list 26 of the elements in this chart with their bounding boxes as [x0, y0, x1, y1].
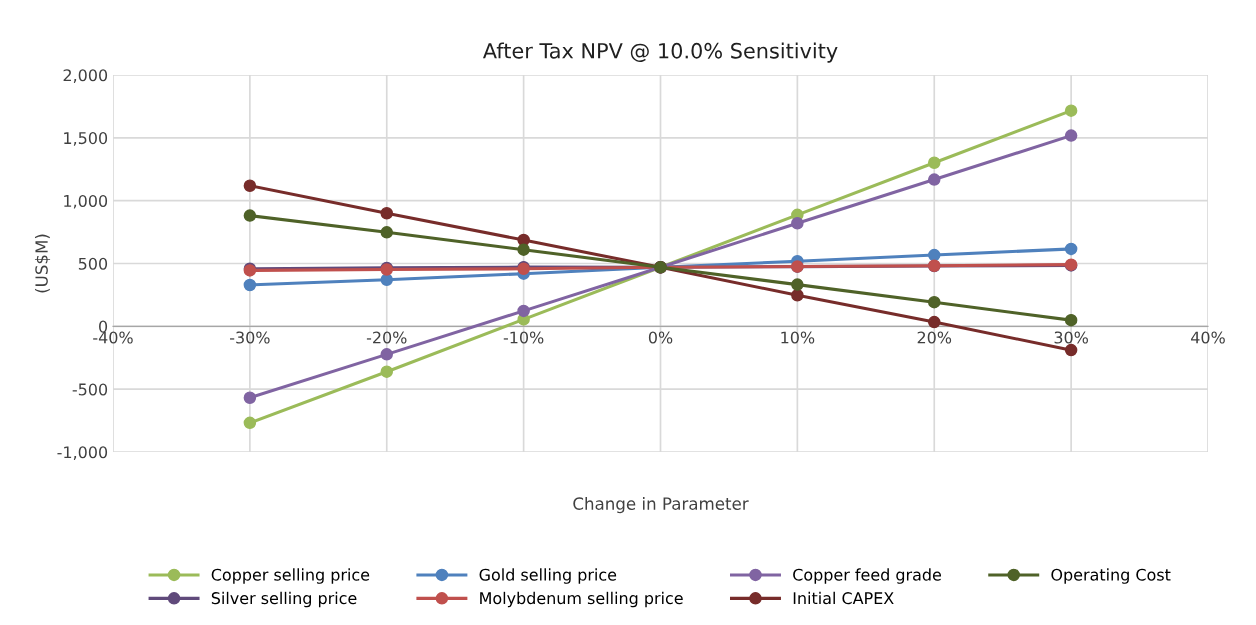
y-tick-label: 0 [99, 320, 108, 333]
y-tick-label: 1,000 [64, 194, 108, 209]
x-tick-label: 10% [781, 331, 815, 344]
y-tick-label: -1,000 [57, 446, 108, 460]
x-tick-label: 0% [648, 331, 673, 344]
y-tick-label: 2,000 [63, 69, 108, 83]
x-tick-label: -20% [366, 331, 407, 344]
x-tick-label: -40% [93, 331, 133, 344]
chart-title: After Tax NPV @ 10.0% Sensitivity [482, 42, 838, 63]
x-tick-label: 20% [917, 331, 952, 344]
y-axis-title: (US$M) [34, 234, 51, 293]
x-tick-label: -10% [503, 331, 544, 344]
x-tick-label: 30% [1054, 331, 1088, 344]
legend-label: Operating Cost [1051, 568, 1171, 584]
x-tick-label: -30% [230, 331, 270, 344]
y-tick-label: 1,500 [64, 132, 108, 146]
legend-label: Copper feed grade [793, 568, 941, 584]
legend-label: Copper selling price [211, 568, 370, 584]
x-tick-label: 40% [1191, 331, 1225, 344]
legend-label: Initial CAPEX [793, 591, 894, 605]
x-axis-title: Change in Parameter [573, 497, 749, 514]
legend-label: Silver selling price [211, 591, 357, 608]
y-tick-label: -500 [72, 383, 108, 396]
legend-label: Gold selling price [479, 568, 617, 584]
legend-label: Molybdenum selling price [480, 591, 683, 608]
y-tick-label: 500 [78, 257, 108, 270]
